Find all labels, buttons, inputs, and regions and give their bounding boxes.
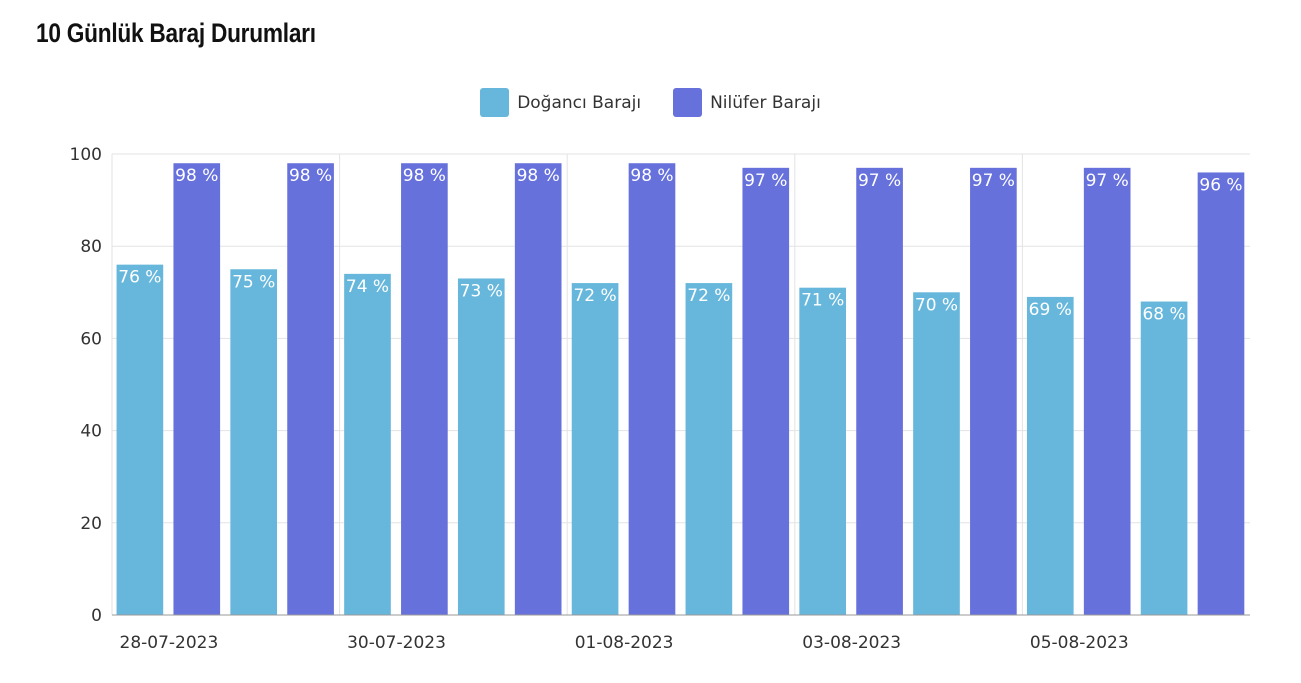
legend-swatch-nilufer — [673, 88, 703, 117]
legend-label-nilufer: Nilüfer Barajı — [710, 92, 821, 113]
bar-value-label: 98 % — [630, 166, 673, 186]
legend: Doğancı Barajı Nilüfer Barajı — [0, 88, 1301, 117]
bar-nilufer[interactable] — [742, 167, 790, 615]
x-tick-label: 28-07-2023 — [120, 633, 219, 653]
bar-nilufer[interactable] — [401, 163, 448, 615]
bar-nilufer[interactable] — [1083, 167, 1131, 615]
bar-value-label: 97 % — [972, 171, 1015, 191]
bar-value-label: 71 % — [801, 291, 844, 311]
y-tick-label: 100 — [70, 145, 102, 165]
y-tick-label: 80 — [80, 237, 102, 257]
bar-value-label: 72 % — [687, 286, 730, 306]
legend-item-dogancı[interactable]: Doğancı Barajı — [480, 88, 641, 117]
bar-dogancı[interactable] — [230, 269, 278, 615]
bar-value-label: 68 % — [1142, 305, 1185, 325]
bar-dogancı[interactable] — [1026, 296, 1074, 615]
bar-value-label: 74 % — [346, 277, 389, 297]
bar-dogancı[interactable] — [799, 287, 847, 615]
bar-nilufer[interactable] — [628, 163, 676, 615]
y-tick-label: 20 — [80, 514, 102, 534]
bar-dogancı[interactable] — [913, 292, 960, 615]
x-tick-label: 03-08-2023 — [802, 633, 901, 653]
bar-value-label: 98 % — [289, 166, 332, 186]
bar-value-label: 75 % — [232, 272, 275, 292]
y-tick-label: 60 — [80, 329, 102, 349]
bar-nilufer[interactable] — [514, 163, 562, 615]
chart-title: 10 Günlük Baraj Durumları — [36, 18, 316, 48]
x-tick-label: 30-07-2023 — [347, 633, 446, 653]
bar-value-label: 97 % — [858, 171, 901, 191]
bar-value-label: 69 % — [1029, 300, 1072, 320]
y-tick-label: 0 — [91, 606, 102, 626]
bar-dogancı[interactable] — [571, 283, 619, 615]
y-tick-label: 40 — [80, 422, 102, 442]
bar-dogancı[interactable] — [457, 278, 505, 615]
legend-label-dogancı: Doğancı Barajı — [517, 92, 642, 113]
bar-value-label: 96 % — [1199, 175, 1242, 195]
x-tick-label: 01-08-2023 — [575, 633, 674, 653]
legend-item-nilufer[interactable]: Nilüfer Barajı — [673, 88, 821, 117]
bar-value-label: 98 % — [403, 166, 446, 186]
legend-swatch-dogancı — [480, 88, 510, 117]
bar-nilufer[interactable] — [970, 167, 1017, 615]
bar-nilufer[interactable] — [173, 163, 221, 615]
bar-value-label: 70 % — [915, 295, 958, 315]
bar-nilufer[interactable] — [287, 163, 334, 615]
bar-value-label: 72 % — [573, 286, 616, 306]
bar-value-label: 97 % — [1086, 171, 1129, 191]
bar-dogancı[interactable] — [116, 264, 164, 615]
bar-nilufer[interactable] — [856, 167, 903, 615]
bar-value-label: 98 % — [517, 166, 560, 186]
bar-value-label: 97 % — [744, 171, 787, 191]
bar-value-label: 73 % — [460, 281, 503, 301]
bar-dogancı[interactable] — [685, 283, 733, 615]
bar-value-label: 76 % — [118, 268, 161, 288]
bar-nilufer[interactable] — [1197, 172, 1245, 615]
bar-value-label: 98 % — [175, 166, 218, 186]
bar-dogancı[interactable] — [1140, 301, 1188, 615]
bar-dogancı[interactable] — [344, 273, 391, 615]
x-tick-label: 05-08-2023 — [1030, 633, 1129, 653]
